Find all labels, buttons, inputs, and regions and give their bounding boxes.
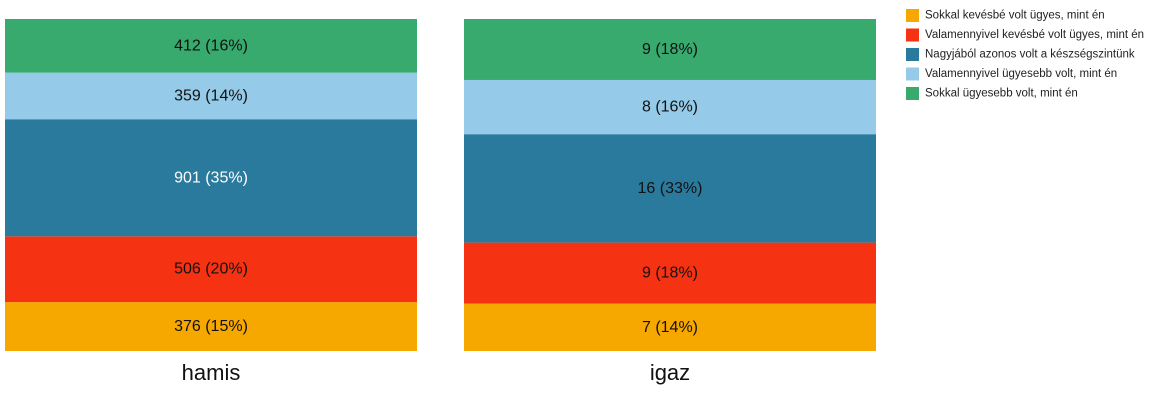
bar-segment-hamis-1	[5, 302, 417, 351]
data-label-hamis-3: 901 (35%)	[174, 169, 248, 186]
legend-label-1: Sokkal kevésbé volt ügyes, mint én	[925, 10, 1105, 22]
category-label-hamis: hamis	[182, 360, 241, 385]
data-label-igaz-2: 9 (18%)	[642, 265, 698, 282]
legend-label-3: Nagyjából azonos volt a készségszintünk	[925, 49, 1135, 61]
data-label-hamis-1: 376 (15%)	[174, 318, 248, 335]
legend-label-2: Valamennyivel kevésbé volt ügyes, mint é…	[925, 29, 1144, 41]
bar-segment-hamis-2	[5, 236, 417, 303]
bar-segment-hamis-4	[5, 72, 417, 120]
legend-swatch-4	[906, 67, 919, 81]
data-label-igaz-1: 7 (14%)	[642, 319, 698, 336]
data-label-hamis-2: 506 (20%)	[174, 261, 248, 278]
bar-segment-igaz-2	[464, 242, 876, 304]
legend-swatch-5	[906, 87, 919, 100]
data-label-hamis-4: 359 (14%)	[174, 87, 248, 104]
bar-segment-igaz-4	[464, 79, 876, 135]
data-label-igaz-4: 8 (16%)	[642, 99, 698, 116]
bar-segment-igaz-1	[464, 303, 876, 351]
legend-label-5: Sokkal ügyesebb volt, mint én	[925, 88, 1078, 100]
bar-segment-igaz-3	[464, 134, 876, 243]
bar-segment-hamis-3	[5, 119, 417, 237]
category-labels: hamis igaz	[182, 360, 691, 385]
data-label-igaz-5: 9 (18%)	[642, 41, 698, 58]
legend-swatch-2	[906, 28, 919, 42]
bar-segment-igaz-5	[464, 19, 876, 80]
legend: Sokkal kevésbé volt ügyes, mint én Valame…	[906, 9, 1144, 100]
data-label-igaz-3: 16 (33%)	[638, 180, 703, 197]
legend-swatch-3	[906, 48, 919, 61]
data-label-hamis-5: 412 (16%)	[174, 37, 248, 54]
category-label-igaz: igaz	[650, 360, 690, 385]
legend-label-4: Valamennyivel ügyesebb volt, mint én	[925, 68, 1117, 80]
legend-swatch-1	[906, 9, 919, 22]
bars-group: 376 (15%) 506 (20%) 901 (35%) 359 (14%) 412 …	[5, 19, 876, 351]
bar-segment-hamis-5	[5, 19, 417, 73]
